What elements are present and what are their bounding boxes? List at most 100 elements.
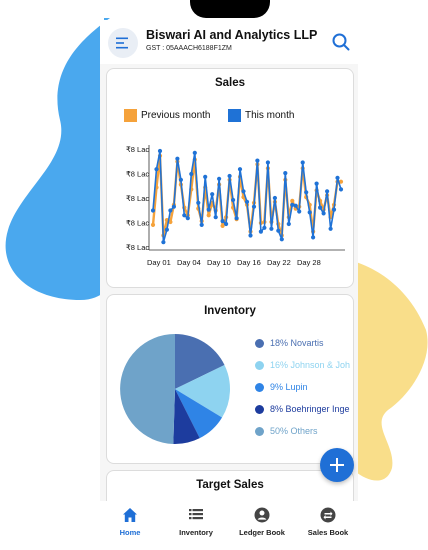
search-button[interactable] — [330, 31, 352, 53]
pie-legend-label: 9% Lupin — [270, 382, 308, 392]
menu-icon — [116, 37, 128, 49]
data-point — [293, 203, 298, 208]
data-point — [189, 171, 194, 177]
data-point — [248, 233, 253, 238]
data-point — [168, 208, 173, 213]
data-point — [244, 199, 250, 204]
nav-sales-book-label: Sales Book — [307, 528, 349, 537]
legend-dot — [255, 404, 264, 414]
data-point — [178, 177, 183, 182]
add-button[interactable] — [320, 448, 354, 482]
data-point — [325, 189, 330, 194]
data-point — [206, 213, 211, 218]
data-point — [224, 221, 229, 227]
pie-legend-item: 8% Boehringer Inge — [255, 404, 350, 414]
yellow-wave-shape — [356, 262, 428, 481]
pie-legend-item: 18% Novartis — [255, 338, 324, 348]
data-point — [157, 148, 163, 154]
data-point — [321, 211, 326, 216]
data-point — [217, 176, 222, 181]
bottom-nav: Home Inventory Ledger Book Sa — [100, 501, 358, 550]
data-point — [276, 228, 281, 233]
pie-slice — [175, 365, 230, 418]
data-point — [272, 195, 277, 201]
menu-button[interactable] — [108, 28, 138, 58]
x-tick-label: Day 22 — [267, 258, 291, 267]
data-point — [161, 240, 166, 245]
data-point — [234, 216, 239, 221]
legend-this-month: This month — [228, 109, 294, 122]
y-tick-label: ₹8 Lac — [126, 145, 149, 154]
data-point — [335, 175, 340, 180]
data-point — [300, 160, 305, 165]
data-point — [231, 197, 236, 203]
search-icon — [332, 33, 350, 51]
nav-inventory[interactable]: Inventory — [166, 507, 226, 537]
data-point — [241, 189, 246, 194]
data-point — [185, 216, 190, 221]
data-point — [286, 221, 291, 227]
x-tick-label: Day 04 — [177, 258, 201, 267]
pie-slice — [175, 389, 223, 439]
nav-ledger-book[interactable]: Ledger Book — [232, 507, 292, 537]
pie-legend-item: 50% Others — [255, 426, 318, 436]
app-bar: Biswari AI and Analytics LLP GST : 05AAA… — [100, 20, 358, 64]
sales-title: Sales — [214, 77, 246, 89]
pie-legend-item: 9% Lupin — [255, 382, 308, 392]
data-point — [279, 237, 284, 242]
data-point — [199, 222, 204, 227]
legend-previous-month: Previous month — [124, 109, 210, 122]
data-point — [171, 204, 176, 209]
pie-legend-label: 8% Boehringer Inge — [270, 404, 350, 414]
pie-legend-label: 50% Others — [270, 426, 318, 436]
data-point — [262, 225, 267, 230]
data-point — [192, 150, 197, 155]
data-point — [206, 207, 211, 212]
legend-label-previous: Previous month — [141, 110, 211, 121]
pie-slice — [175, 334, 225, 389]
data-point — [220, 219, 225, 224]
data-point — [154, 167, 159, 172]
y-tick-label: ₹8 Lac — [126, 194, 149, 203]
data-point — [203, 174, 208, 179]
data-point — [311, 235, 316, 240]
nav-home-label: Home — [119, 528, 141, 537]
y-tick-label: ₹8 Lac — [126, 170, 149, 179]
data-point — [297, 209, 302, 214]
data-point — [304, 190, 309, 195]
gst-number: GST : 05AAACH6188F1ZM — [146, 45, 232, 52]
x-tick-label: Day 16 — [237, 258, 261, 267]
y-tick-label: ₹8 Lac — [126, 219, 149, 228]
data-point — [338, 179, 344, 184]
pie-legend-item: 16% Johnson & Joh — [255, 360, 350, 370]
data-point — [328, 226, 333, 231]
data-point — [150, 222, 156, 227]
data-point — [220, 223, 225, 228]
nav-home[interactable]: Home — [100, 507, 160, 537]
blue-wave-shape — [5, 18, 111, 300]
data-point — [290, 198, 295, 203]
nav-inventory-label: Inventory — [179, 528, 213, 537]
data-point — [196, 200, 201, 205]
data-point — [269, 226, 274, 231]
sales-card: Sales Previous month This month ₹8 Lac ₹8… — [106, 68, 354, 288]
list-icon — [189, 509, 203, 520]
data-point — [318, 205, 323, 210]
nav-sales-book[interactable]: Sales Book — [298, 507, 358, 537]
data-point — [258, 229, 263, 234]
pie-slice — [173, 389, 200, 444]
data-point — [237, 167, 243, 172]
inventory-pie-chart — [120, 334, 230, 444]
legend-dot — [255, 338, 264, 348]
legend-swatch-this — [228, 109, 241, 122]
home-icon — [123, 508, 137, 522]
legend-dot — [255, 426, 264, 436]
data-point — [164, 227, 169, 232]
data-point — [251, 204, 257, 209]
data-point — [210, 192, 215, 197]
inventory-title: Inventory — [204, 305, 256, 317]
data-point — [338, 187, 344, 192]
data-point — [331, 207, 337, 212]
series-line — [151, 154, 341, 237]
